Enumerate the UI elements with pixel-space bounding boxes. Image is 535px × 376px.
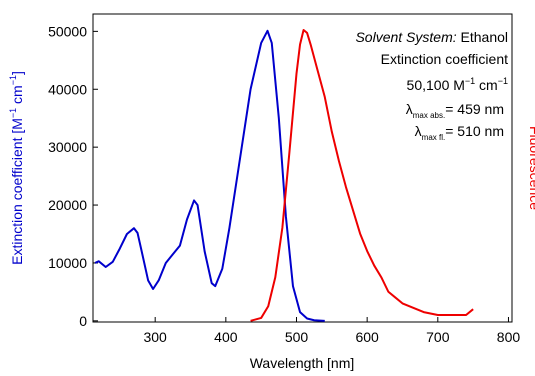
annotation-text: cm [475,77,498,93]
x-tick-label: 500 [285,329,309,345]
annotation-line: 50,100 M−1 cm−1 [407,76,508,93]
x-tick-label: 700 [426,329,450,345]
y-tick-label: 10000 [48,255,87,271]
y-tick-label: 0 [79,313,87,329]
annotation-text: = 459 nm [445,101,504,117]
x-tick-label: 800 [497,329,521,345]
annotation: Solvent System: Ethanol Extinction coeff… [355,29,508,142]
y-label-text: Extinction coefficient [M [9,118,25,265]
annotation-sup: −1 [498,76,508,86]
y-label-text: ] [9,71,25,75]
annotation-text: λ [415,123,422,139]
y-axis-label: Extinction coefficient [M−1 cm−1] [8,71,25,265]
y-label-sup: −1 [8,108,18,118]
y-tick-label: 50000 [48,23,87,39]
y-label-sup: −1 [8,75,18,85]
annotation-sub: max abs. [413,111,445,120]
y-label-text: cm [9,85,25,108]
x-tick-label: 600 [355,329,379,345]
y-tick-label: 30000 [48,139,87,155]
annotation-text: λ [406,101,413,117]
annotation-line: Solvent System: Ethanol [355,29,508,45]
annotation-line: λmax fl.= 510 nm [415,123,504,142]
annotation-sup: −1 [465,76,475,86]
annotation-text: Solvent System: [355,29,456,45]
spectrum-line [94,29,325,322]
x-tick-label: 300 [143,329,167,345]
x-tick-label: 400 [214,329,238,345]
annotation-text: Ethanol [457,29,508,45]
annotation-sub: max fl. [422,133,446,142]
annotation-text: = 510 nm [445,123,504,139]
annotation-text: 50,100 M [407,77,465,93]
y-tick-label: 20000 [48,197,87,213]
y-tick-label: 40000 [48,81,87,97]
annotation-line: Extinction coefficient [381,51,508,67]
spectrum-line [250,29,474,322]
x-axis-label: Wavelength [nm] [250,355,355,371]
annotation-line: λmax abs.= 459 nm [406,101,504,120]
plot-frame [92,13,513,323]
y2-axis-label: Fluorescence [527,126,535,210]
